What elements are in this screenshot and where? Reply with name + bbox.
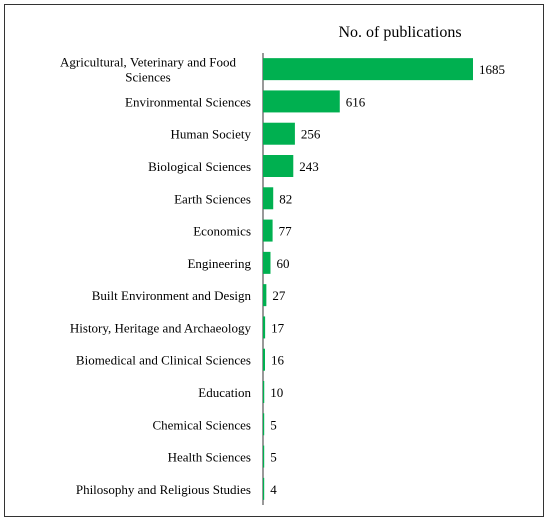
value-label: 60 [276,256,289,271]
category-label: Engineering [187,256,251,271]
value-labels-group: 1685 616 256 243 82 77 60 27 17 16 10 5 5 4 [270,62,505,497]
category-label: Chemical Sciences [152,417,251,432]
value-label: 10 [270,385,283,400]
category-labels-group: Agricultural, Veterinary and Food Science… [60,55,251,497]
bar [263,348,265,371]
bars-group [263,58,473,500]
category-label: Economics [193,224,251,239]
value-label: 17 [271,320,285,335]
bar [263,284,267,307]
value-label: 82 [279,191,292,206]
bar [263,58,473,81]
category-label: Biomedical and Clinical Sciences [76,353,251,368]
bar [263,445,265,468]
category-label: Built Environment and Design [92,288,252,303]
bar [263,316,266,339]
value-label: 256 [301,127,321,142]
bar [263,155,294,177]
bar [263,251,271,274]
bar [263,477,265,500]
bar [263,187,274,210]
value-label: 1685 [479,62,505,77]
bar [263,381,265,403]
value-label: 27 [272,288,286,303]
value-label: 4 [270,482,277,497]
value-label: 16 [271,353,285,368]
category-label: Biological Sciences [148,159,251,174]
chart-frame [4,4,544,517]
value-label: 243 [299,159,319,174]
bar [263,122,295,145]
bar [263,413,265,436]
category-label: Education [198,385,251,400]
bar [263,219,273,242]
value-label: 5 [270,450,277,465]
category-label: Human Society [170,127,251,142]
category-label: Philosophy and Religious Studies [76,482,251,497]
category-label: Earth Sciences [174,191,251,206]
value-label: 5 [270,417,277,432]
category-label: Agricultural, Veterinary and Food Science… [60,55,236,85]
chart-title: No. of publications [338,24,461,41]
category-label: Health Sciences [168,450,251,465]
category-label: Environmental Sciences [125,94,251,109]
value-label: 77 [279,224,293,239]
category-label: History, Heritage and Archaeology [70,320,252,335]
bar [263,90,340,113]
value-label: 616 [346,94,366,109]
